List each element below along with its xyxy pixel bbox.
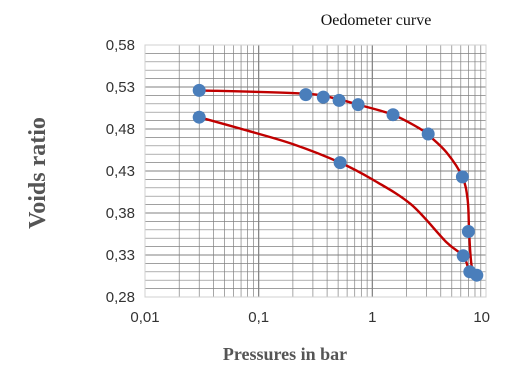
data-point — [470, 268, 484, 282]
data-point — [461, 225, 475, 238]
data-point — [192, 83, 206, 97]
x-tick-label: 0,01 — [130, 309, 159, 326]
y-tick-label: 0,38 — [106, 205, 135, 222]
x-tick-label: 1 — [368, 309, 376, 326]
x-tick-label: 0,1 — [248, 309, 269, 326]
y-tick-label: 0,48 — [106, 121, 135, 138]
data-point — [421, 127, 435, 141]
trend-line — [198, 89, 479, 277]
x-axis-label: Pressures in bar — [223, 344, 347, 364]
y-tick-label: 0,28 — [106, 289, 135, 306]
data-point — [456, 249, 470, 263]
y-tick-label: 0,58 — [106, 37, 135, 54]
data-point — [386, 108, 400, 122]
x-tick-label: 10 — [473, 309, 490, 326]
data-point — [192, 110, 206, 124]
chart-title: Oedometer curve — [321, 12, 432, 29]
y-axis-label: Voids ratio — [25, 117, 51, 229]
data-point — [299, 88, 313, 102]
data-point — [333, 156, 347, 170]
data-point — [316, 90, 330, 104]
y-axis-ticks: 0,28 0,33 0,38 0,43 0,48 0,53 0,58 — [106, 37, 135, 306]
data-point — [332, 93, 346, 107]
y-tick-label: 0,33 — [106, 247, 135, 264]
y-tick-label: 0,53 — [106, 79, 135, 96]
data-point — [351, 98, 365, 112]
data-point — [455, 170, 469, 184]
data-points — [192, 83, 484, 282]
plot-border — [144, 44, 487, 298]
y-tick-label: 0,43 — [106, 163, 135, 180]
x-axis-ticks: 0,01 0,1 1 10 — [130, 309, 490, 326]
